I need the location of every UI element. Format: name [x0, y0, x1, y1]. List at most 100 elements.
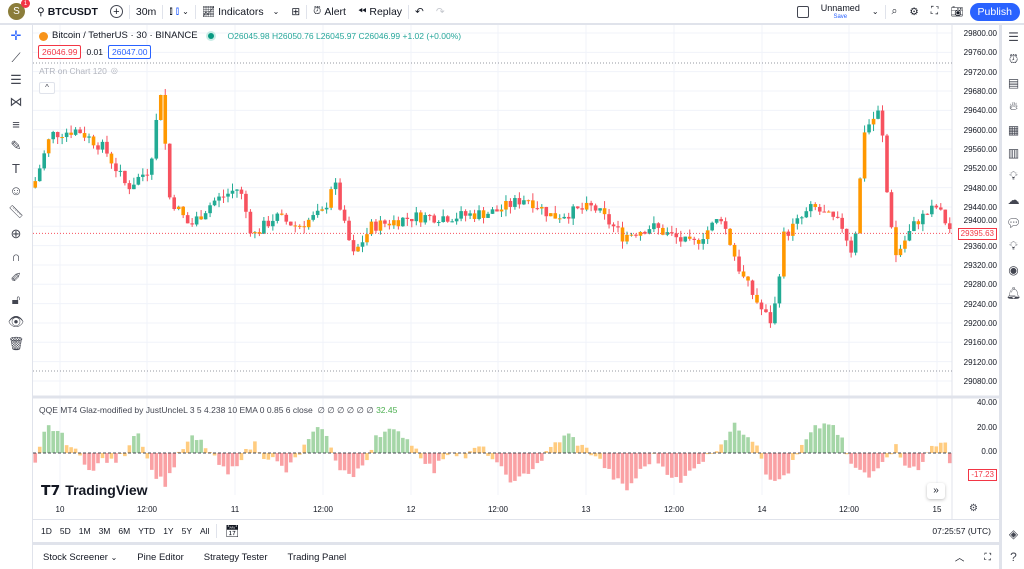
maximize-panel-icon[interactable]: ⛶: [984, 551, 991, 563]
timeframe-3m[interactable]: 3M: [98, 526, 111, 536]
interval-button[interactable]: 30m: [130, 0, 162, 24]
help-icon[interactable]: ?: [1010, 550, 1017, 565]
horizontal-lines-icon[interactable]: ☰: [10, 72, 22, 87]
layout-select-button[interactable]: [791, 0, 815, 24]
settings-button[interactable]: ⚙: [903, 0, 924, 24]
broadcast-icon[interactable]: ◉: [1008, 262, 1019, 277]
ideas-bulb-icon[interactable]: 💡︎: [1009, 168, 1018, 183]
data-window-icon[interactable]: ▤: [1007, 76, 1020, 91]
qqe-bar: [871, 453, 876, 472]
save-link[interactable]: Save: [833, 13, 848, 20]
collapse-legend-button[interactable]: ^: [39, 82, 55, 94]
collapse-panel-icon[interactable]: ︿: [954, 553, 965, 564]
trend-line-icon[interactable]: ⟋: [11, 50, 21, 65]
candle-body: [280, 213, 284, 215]
timeframe-ytd[interactable]: YTD: [138, 526, 156, 536]
candle-body: [687, 236, 692, 239]
buy-button[interactable]: 26047.00: [108, 45, 152, 59]
symbol-search[interactable]: ⚲ BTCUSDT: [31, 0, 104, 24]
hotlist-fire-icon[interactable]: 🔥︎: [1009, 99, 1018, 114]
candle-body: [217, 196, 221, 201]
qqe-bar: [782, 453, 786, 476]
goto-date-icon[interactable]: 📅︎: [224, 524, 240, 538]
quick-search-button[interactable]: ⌕: [886, 0, 904, 24]
layout-name-button[interactable]: Unnamed Save: [815, 0, 866, 24]
candle-body: [835, 216, 840, 218]
fullscreen-button[interactable]: ⛶: [925, 0, 944, 24]
candle-body: [862, 132, 867, 179]
alert-button[interactable]: ⏰︎ Alert: [307, 0, 352, 24]
qqe-bar: [51, 431, 55, 453]
crosshair-icon[interactable]: ✛: [10, 28, 22, 43]
chat-cloud-icon[interactable]: ☁: [1007, 192, 1020, 207]
lock-drawings-icon[interactable]: ✐: [10, 270, 22, 285]
undo-button[interactable]: ↶: [409, 0, 430, 24]
scroll-to-realtime-button[interactable]: »: [927, 483, 945, 499]
timeframe-6m[interactable]: 6M: [118, 526, 131, 536]
alerts-clock-icon[interactable]: ⏰︎: [1008, 52, 1019, 67]
news-icon[interactable]: ▥: [1007, 146, 1020, 161]
eye-icon[interactable]: 👁︎: [7, 314, 25, 329]
magnet-icon[interactable]: ∩: [11, 248, 21, 264]
notifications-bell-icon[interactable]: 🔔︎: [1005, 285, 1022, 300]
chart-canvas[interactable]: [33, 25, 999, 519]
layout-menu-button[interactable]: ⌄: [866, 0, 885, 24]
qqe-bar: [598, 453, 602, 459]
tab-trading-panel[interactable]: Trading Panel: [287, 551, 347, 563]
qqe-bar: [714, 451, 719, 453]
ruler-icon[interactable]: 📏︎: [7, 204, 25, 219]
candle-body: [620, 227, 625, 242]
timeframe-1d[interactable]: 1D: [41, 526, 52, 536]
fib-icon[interactable]: ≡: [12, 116, 20, 132]
publish-button[interactable]: Publish: [969, 2, 1020, 21]
qqe-bar: [930, 445, 934, 453]
axis-settings-icon[interactable]: ⚙: [969, 503, 978, 514]
timeframe-5y[interactable]: 5Y: [181, 526, 192, 536]
candle-body: [831, 211, 836, 217]
candle-body: [275, 213, 280, 221]
replay-button[interactable]: ⏪︎ Replay: [352, 0, 408, 24]
qqe-bar: [158, 453, 163, 477]
timeframe-5d[interactable]: 5D: [59, 526, 71, 536]
tab-pine-editor[interactable]: Pine Editor: [137, 551, 184, 563]
qqe-bar: [777, 453, 782, 480]
redo-button[interactable]: ↷: [430, 0, 451, 24]
qqe-bar: [862, 453, 867, 473]
layers-icon[interactable]: ◈: [1008, 527, 1019, 542]
brush-icon[interactable]: ✎: [10, 138, 22, 153]
symbol-title[interactable]: Bitcoin / TetherUS · 30 · BINANCE: [52, 30, 198, 41]
lock-icon[interactable]: 🔓︎: [11, 292, 21, 307]
tab-stock-screener[interactable]: Stock Screener ⌄: [43, 552, 117, 563]
price-label: 29160.00: [963, 338, 997, 348]
templates-button[interactable]: ⊞: [285, 0, 306, 24]
watchlist-icon[interactable]: ☰: [1008, 29, 1019, 44]
compare-button[interactable]: +: [104, 0, 129, 24]
trash-icon[interactable]: 🗑︎: [7, 336, 25, 351]
streams-icon[interactable]: 💡︎: [1009, 238, 1018, 253]
timeframe-all[interactable]: All: [200, 526, 210, 536]
text-icon[interactable]: T: [12, 160, 20, 176]
sell-button[interactable]: 26046.99: [38, 45, 82, 59]
snapshot-button[interactable]: 📷︎: [944, 0, 969, 24]
atr-indicator-legend[interactable]: ATR on Chart 120 ◎: [39, 65, 118, 77]
chart-pane[interactable]: Bitcoin / TetherUS · 30 · BINANCE O26045…: [33, 25, 999, 542]
bar-style-button[interactable]: ⫾ ⫾ ⌄: [163, 0, 194, 24]
tab-strategy-tester[interactable]: Strategy Tester: [203, 551, 268, 563]
candle-body: [907, 231, 912, 241]
candle-body: [808, 204, 813, 212]
price-label: 29720.00: [963, 67, 997, 77]
emoji-icon[interactable]: ☺: [9, 182, 23, 198]
candle-body: [553, 213, 558, 219]
tradingview-logo[interactable]: 𝗧𝟳 TradingView: [41, 482, 148, 498]
pattern-icon[interactable]: ⋈: [9, 94, 23, 109]
calendar-icon[interactable]: ▦: [1007, 122, 1020, 137]
indicators-button[interactable]: 📈︎ Indicators ⌄: [196, 0, 286, 24]
eye-hidden-icon[interactable]: ◎: [110, 66, 118, 75]
clock[interactable]: 07:25:57 (UTC): [932, 526, 991, 536]
zoom-in-icon[interactable]: ⊕: [10, 226, 22, 241]
timeframe-1m[interactable]: 1M: [78, 526, 91, 536]
timeframe-1y[interactable]: 1Y: [163, 526, 174, 536]
chats-icon[interactable]: 💬︎: [1005, 216, 1022, 231]
